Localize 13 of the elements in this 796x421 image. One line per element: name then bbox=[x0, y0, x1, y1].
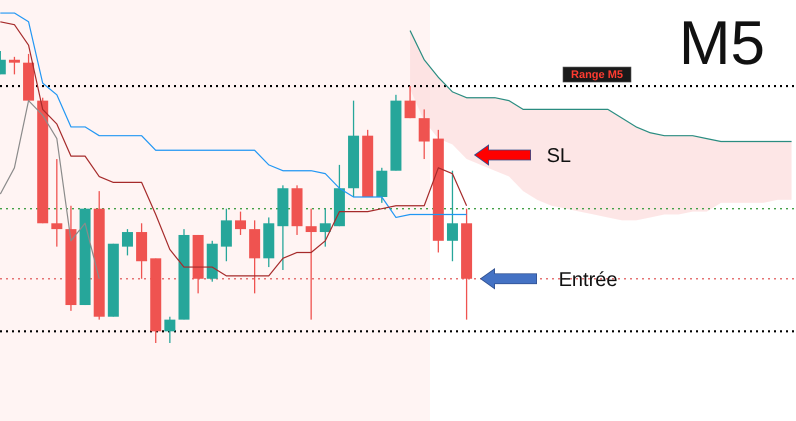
candlestick bbox=[164, 316, 176, 344]
ref-line-label: Range M5 bbox=[571, 69, 623, 82]
candlestick bbox=[235, 210, 246, 236]
chart-title: M5 bbox=[678, 9, 765, 78]
candlestick bbox=[306, 208, 317, 320]
candlestick bbox=[320, 208, 331, 248]
annotation: Entrée bbox=[558, 268, 618, 291]
candlestick bbox=[51, 158, 62, 248]
candlestick bbox=[404, 85, 416, 119]
candlestick bbox=[418, 108, 430, 160]
annotation: SL bbox=[546, 145, 572, 167]
candlestick bbox=[446, 170, 458, 262]
candlestick bbox=[122, 228, 133, 256]
